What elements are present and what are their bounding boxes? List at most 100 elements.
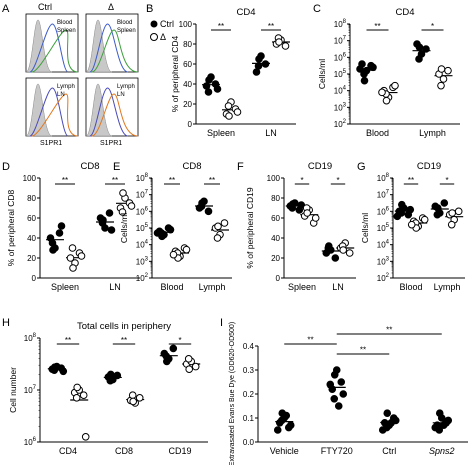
legend-ln: LN [57, 92, 65, 98]
y-tick-label: 108 [377, 173, 390, 183]
ctrl-data-point [105, 209, 114, 217]
ctrl-data-point [282, 411, 291, 420]
delta-data-point [391, 81, 399, 90]
y-tick-label: 0 [32, 274, 37, 283]
ctrl-data-point [415, 43, 424, 52]
y-tick-label: 107 [136, 190, 149, 200]
delta-data-point [191, 362, 200, 371]
legend-blood: Blood [117, 20, 132, 26]
panel-letter-d: D [2, 161, 10, 173]
ctrl-data-point [356, 65, 364, 73]
spleen-histogram [91, 29, 139, 73]
ctrl-data-point [289, 200, 297, 208]
lymph-histogram [89, 87, 129, 137]
ctrl-label: Ctrl [38, 2, 52, 12]
y-tick-label: 20 [271, 254, 280, 263]
ctrl-data-point [204, 88, 213, 96]
significance-label: ** [112, 176, 118, 185]
delta-data-point [420, 215, 429, 224]
delta-data-point [339, 246, 348, 254]
x-category-label: Blood [366, 128, 389, 138]
ctrl-data-point [339, 390, 348, 398]
legend-b: Ctrl Δ [150, 19, 174, 42]
delta-data-point [72, 394, 81, 402]
significance-label: * [300, 176, 303, 185]
delta-data-point [81, 433, 90, 441]
significance-label: ** [360, 346, 366, 355]
panel-letter-f: F [237, 161, 244, 173]
significance-label: ** [65, 336, 71, 345]
panel-a: Ctrl Δ Blood Spleen Blood Spleen Lymph LN S1PR1 L… [25, 2, 139, 147]
delta-data-point [128, 391, 137, 400]
delta-data-point [220, 219, 229, 227]
panel-title: CD8 [182, 161, 201, 172]
ctrl-data-point [334, 402, 343, 410]
ctrl-data-point [435, 409, 444, 418]
ctrl-data-point [254, 62, 263, 70]
y-tick-label: 105 [377, 223, 390, 233]
significance-label: ** [408, 176, 414, 185]
ctrl-data-point [326, 380, 335, 389]
ctrl-data-point [166, 225, 175, 234]
delta-data-point [225, 112, 233, 120]
y-tick-label: 100 [267, 174, 281, 183]
delta-data-point [439, 75, 448, 83]
y-axis-label: Extravasated Evans Bue Dye (OD620-OD500) [229, 322, 236, 465]
ctrl-data-point [163, 357, 171, 366]
y-axis-label: Cells/ml [360, 213, 370, 243]
delta-label: Δ [108, 2, 114, 12]
significance-label: * [431, 22, 434, 31]
panel-title: CD4 [236, 7, 255, 18]
panel-g: 102 103 104 105 106 107 108 CD19 Cells/ml Blood Ly… [360, 161, 465, 292]
panel-title: CD4 [395, 7, 414, 18]
y-axis-label: % of peripheral CD4 [170, 35, 180, 112]
delta-data-point [281, 42, 290, 50]
y-axis-label: Cell number [8, 367, 18, 413]
panel-title: CD19 [417, 161, 441, 172]
ctrl-data-point [415, 55, 423, 63]
significance-label: * [178, 336, 181, 345]
y-tick-label: 104 [136, 240, 149, 250]
y-tick-label: 40 [27, 234, 36, 243]
ctrl-data-point [330, 395, 339, 403]
x-category-label: Blood [160, 282, 183, 292]
ctrl-data-point [198, 199, 206, 207]
significance-label: ** [386, 326, 392, 335]
panel-letter-e: E [113, 161, 120, 173]
ctrl-data-point [51, 363, 59, 371]
y-tick-label: 0 [188, 120, 193, 129]
x-category-label: Spleen [207, 128, 235, 138]
delta-data-point [437, 65, 446, 73]
ctrl-data-point [261, 60, 270, 68]
delta-data-point [73, 383, 81, 392]
legend-delta-marker [150, 33, 158, 41]
delta-data-point [214, 222, 222, 231]
panel-h: 106 107 108 Total cells in periphery Cell nu… [8, 321, 208, 456]
delta-data-point [437, 81, 445, 90]
panel-f: 0 20 40 60 80 100 CD19 % of peripheral CD19 Sple… [245, 161, 356, 292]
x-category-label: Vehicle [270, 446, 299, 456]
significance-label: ** [218, 22, 224, 31]
y-tick-label: 80 [27, 194, 36, 203]
x-category-label: Lymph [419, 128, 446, 138]
delta-data-point [118, 208, 127, 216]
x-category-label: LN [109, 282, 121, 292]
y-tick-label: 0 [276, 274, 281, 283]
y-tick-label: 60 [27, 214, 36, 223]
y-tick-label: 103 [334, 102, 347, 112]
panel-i: 0.0 0.1 0.2 0.3 0.4 Extravasated Evans Bue Dy… [229, 322, 468, 466]
delta-data-point [119, 189, 127, 197]
panel-c: 102 103 104 105 106 107 108 CD4 Cells/ml Blood Lym… [317, 7, 460, 138]
y-tick-label: 106 [136, 206, 149, 216]
x-category-label: CD8 [115, 446, 133, 456]
x-category-label: Lymph [199, 282, 226, 292]
y-axis-label: % of peripheral CD8 [6, 189, 16, 266]
y-axis-label: Cells/ml [317, 59, 327, 89]
ctrl-data-point [387, 419, 396, 427]
y-tick-label: 106 [377, 206, 390, 216]
delta-data-point [311, 214, 320, 222]
significance-label: * [336, 176, 339, 185]
x-category-label: Spns2 [429, 446, 455, 456]
significance-label: ** [374, 22, 380, 31]
panel-e: 102 103 104 105 106 107 108 CD8 Cells/ml Blood Lym… [119, 161, 232, 292]
